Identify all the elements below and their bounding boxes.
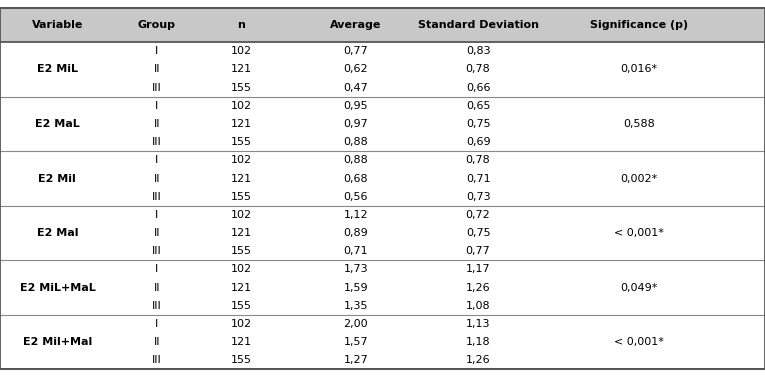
Text: 121: 121	[230, 64, 252, 75]
Text: II: II	[154, 228, 160, 238]
Text: 102: 102	[230, 265, 252, 274]
Text: I: I	[155, 210, 158, 220]
Text: 0,47: 0,47	[343, 83, 368, 93]
Text: 0,002*: 0,002*	[620, 173, 657, 184]
Text: 0,62: 0,62	[343, 64, 368, 75]
Text: I: I	[155, 265, 158, 274]
Text: 0,69: 0,69	[466, 137, 490, 147]
Text: 0,75: 0,75	[466, 228, 490, 238]
Text: 155: 155	[230, 137, 252, 147]
Text: 0,95: 0,95	[343, 101, 368, 111]
Text: 0,56: 0,56	[343, 192, 368, 202]
FancyBboxPatch shape	[0, 42, 765, 369]
Text: 1,17: 1,17	[466, 265, 490, 274]
Text: 121: 121	[230, 228, 252, 238]
Text: 0,65: 0,65	[466, 101, 490, 111]
Text: 155: 155	[230, 301, 252, 311]
Text: 0,049*: 0,049*	[620, 283, 657, 293]
Text: 155: 155	[230, 192, 252, 202]
Text: 0,77: 0,77	[343, 46, 368, 56]
Text: II: II	[154, 337, 160, 347]
Text: 0,016*: 0,016*	[620, 64, 657, 75]
Text: III: III	[152, 356, 161, 365]
Text: 102: 102	[230, 319, 252, 329]
Text: 0,88: 0,88	[343, 155, 368, 166]
Text: 1,08: 1,08	[466, 301, 490, 311]
Text: 121: 121	[230, 337, 252, 347]
Text: 1,12: 1,12	[343, 210, 368, 220]
Text: E2 MaL: E2 MaL	[35, 119, 80, 129]
Text: 0,71: 0,71	[466, 173, 490, 184]
Text: 121: 121	[230, 119, 252, 129]
Text: III: III	[152, 83, 161, 93]
Text: 1,27: 1,27	[343, 356, 368, 365]
Text: 1,59: 1,59	[343, 283, 368, 293]
Text: 121: 121	[230, 283, 252, 293]
Text: n: n	[237, 20, 245, 30]
Text: 0,588: 0,588	[623, 119, 655, 129]
Text: 0,68: 0,68	[343, 173, 368, 184]
Text: Significance (p): Significance (p)	[590, 20, 688, 30]
Text: 0,75: 0,75	[466, 119, 490, 129]
Text: 155: 155	[230, 356, 252, 365]
Text: 0,97: 0,97	[343, 119, 368, 129]
Text: E2 MiL: E2 MiL	[37, 64, 78, 75]
Text: 102: 102	[230, 210, 252, 220]
Text: E2 MiL+MaL: E2 MiL+MaL	[19, 283, 96, 293]
Text: 0,66: 0,66	[466, 83, 490, 93]
Text: 0,78: 0,78	[466, 64, 490, 75]
Text: 155: 155	[230, 83, 252, 93]
Text: Group: Group	[138, 20, 176, 30]
Text: 1,57: 1,57	[343, 337, 368, 347]
Text: < 0,001*: < 0,001*	[614, 337, 664, 347]
Text: 155: 155	[230, 246, 252, 256]
Text: Variable: Variable	[31, 20, 83, 30]
Text: II: II	[154, 173, 160, 184]
Text: 121: 121	[230, 173, 252, 184]
Text: III: III	[152, 246, 161, 256]
Text: 102: 102	[230, 101, 252, 111]
Text: 0,72: 0,72	[466, 210, 490, 220]
Text: III: III	[152, 301, 161, 311]
FancyBboxPatch shape	[0, 8, 765, 42]
Text: E2 Mal: E2 Mal	[37, 228, 78, 238]
Text: 0,73: 0,73	[466, 192, 490, 202]
Text: 102: 102	[230, 155, 252, 166]
Text: E2 Mil+Mal: E2 Mil+Mal	[23, 337, 92, 347]
Text: II: II	[154, 283, 160, 293]
Text: I: I	[155, 319, 158, 329]
Text: 0,83: 0,83	[466, 46, 490, 56]
Text: 0,89: 0,89	[343, 228, 368, 238]
Text: 2,00: 2,00	[343, 319, 368, 329]
Text: 1,13: 1,13	[466, 319, 490, 329]
Text: E2 Mil: E2 Mil	[38, 173, 76, 184]
Text: III: III	[152, 137, 161, 147]
Text: 0,88: 0,88	[343, 137, 368, 147]
Text: II: II	[154, 64, 160, 75]
Text: 1,18: 1,18	[466, 337, 490, 347]
Text: II: II	[154, 119, 160, 129]
Text: < 0,001*: < 0,001*	[614, 228, 664, 238]
Text: 0,71: 0,71	[343, 246, 368, 256]
Text: 0,78: 0,78	[466, 155, 490, 166]
Text: 102: 102	[230, 46, 252, 56]
Text: Average: Average	[330, 20, 382, 30]
Text: 1,26: 1,26	[466, 356, 490, 365]
Text: I: I	[155, 101, 158, 111]
Text: 1,26: 1,26	[466, 283, 490, 293]
Text: I: I	[155, 155, 158, 166]
Text: 0,77: 0,77	[466, 246, 490, 256]
Text: Standard Deviation: Standard Deviation	[418, 20, 539, 30]
Text: 1,73: 1,73	[343, 265, 368, 274]
Text: 1,35: 1,35	[343, 301, 368, 311]
Text: III: III	[152, 192, 161, 202]
Text: I: I	[155, 46, 158, 56]
